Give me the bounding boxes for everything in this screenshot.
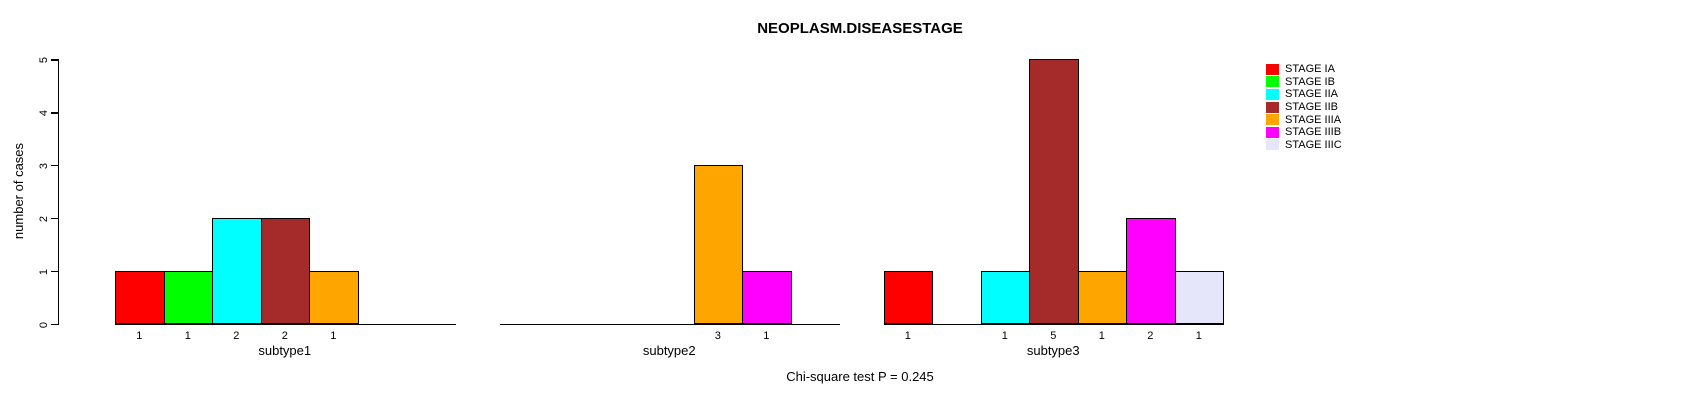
- y-tick-mark: [50, 270, 58, 273]
- y-axis-label: number of cases: [11, 142, 26, 240]
- bar-value-label: 1: [1098, 329, 1105, 342]
- bar-subtype1-stage-iia: [212, 217, 262, 325]
- bar-subtype3-stage-iia: [980, 270, 1030, 325]
- bar-value-label: 5: [1050, 329, 1057, 342]
- legend-swatch-icon: [1266, 101, 1279, 113]
- y-tick-label: 0: [37, 321, 50, 328]
- y-tick-label: 1: [37, 268, 50, 275]
- legend-label: STAGE IIIA: [1285, 113, 1342, 126]
- legend-item: STAGE IIIA: [1266, 113, 1342, 126]
- bar-subtype2-stage-iiia: [693, 164, 743, 325]
- chart-title: NEOPLASM.DISEASESTAGE: [757, 20, 963, 37]
- legend-swatch-icon: [1266, 63, 1279, 75]
- x-axis-group-label-subtype1: subtype1: [258, 343, 312, 358]
- bar-subtype3-stage-iiib: [1126, 217, 1176, 325]
- legend: STAGE IA STAGE IB STAGE IIA STAGE IIB STAGE …: [1266, 63, 1342, 151]
- y-tick-label: 2: [37, 215, 50, 222]
- y-axis-line: [57, 59, 59, 325]
- bar-subtype1-stage-iiia: [309, 270, 359, 325]
- legend-item: STAGE IIA: [1266, 88, 1342, 101]
- bar-subtype1-stage-ia: [115, 270, 165, 325]
- bar-value-label: 1: [136, 329, 143, 342]
- legend-item: STAGE IIIB: [1266, 126, 1342, 139]
- bar-subtype2-stage-iiib: [742, 270, 792, 325]
- y-tick-mark: [50, 323, 58, 325]
- y-tick-mark: [50, 59, 58, 61]
- y-tick-label: 4: [37, 110, 50, 117]
- legend-label: STAGE IA: [1285, 63, 1335, 76]
- legend-label: STAGE IB: [1285, 75, 1335, 88]
- legend-item: STAGE IA: [1266, 63, 1342, 76]
- chi-square-annotation: Chi-square test P = 0.245: [786, 369, 934, 384]
- y-tick-label: 3: [37, 162, 50, 170]
- bar-value-label: 3: [714, 329, 721, 342]
- legend-label: STAGE IIIC: [1285, 138, 1342, 151]
- bar-value-label: 1: [330, 329, 337, 342]
- y-tick-mark: [50, 217, 58, 220]
- bar-subtype1-stage-iib: [260, 217, 310, 325]
- bar-subtype3-stage-iib: [1029, 59, 1079, 325]
- bar-value-label: 2: [281, 329, 288, 342]
- group-baseline: [499, 323, 840, 325]
- y-tick-mark: [50, 112, 58, 114]
- legend-label: STAGE IIIB: [1285, 126, 1342, 139]
- bar-value-label: 2: [233, 329, 240, 342]
- bar-value-label: 1: [763, 329, 770, 342]
- legend-swatch-icon: [1266, 126, 1279, 138]
- bar-value-label: 1: [1195, 329, 1202, 342]
- bar-subtype3-stage-iiia: [1077, 270, 1127, 325]
- legend-swatch-icon: [1266, 88, 1279, 100]
- legend-swatch-icon: [1266, 139, 1279, 151]
- y-tick-mark: [50, 164, 58, 167]
- legend-item: STAGE IIIC: [1266, 139, 1342, 152]
- legend-label: STAGE IIA: [1285, 88, 1338, 101]
- legend-swatch-icon: [1266, 114, 1279, 126]
- bar-value-label: 1: [184, 329, 191, 342]
- bar-value-label: 2: [1147, 329, 1154, 342]
- bar-subtype3-stage-ia: [883, 270, 933, 325]
- legend-label: STAGE IIB: [1285, 101, 1338, 114]
- x-axis-group-label-subtype2: subtype2: [642, 343, 696, 358]
- bar-value-label: 1: [1001, 329, 1008, 342]
- y-tick-label: 5: [37, 57, 50, 64]
- legend-swatch-icon: [1266, 76, 1279, 88]
- legend-item: STAGE IB: [1266, 76, 1342, 89]
- bar-subtype3-stage-iiic: [1174, 270, 1224, 325]
- x-axis-group-label-subtype3: subtype3: [1026, 343, 1080, 358]
- bar-value-label: 1: [904, 329, 911, 342]
- legend-item: STAGE IIB: [1266, 101, 1342, 114]
- bar-subtype1-stage-ib: [163, 270, 213, 325]
